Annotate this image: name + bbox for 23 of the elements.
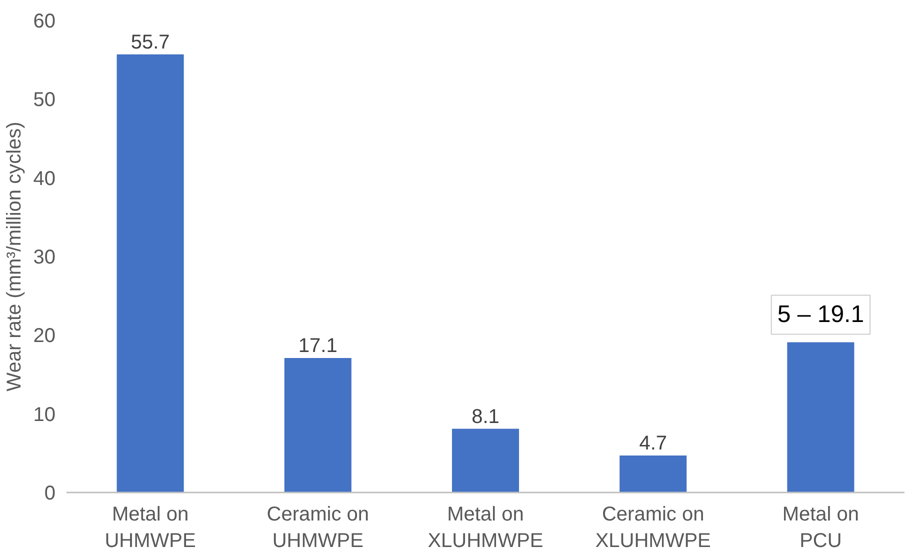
bar [284,358,352,492]
x-tick-label: Ceramic on UHMWPE [266,504,370,552]
annotation: 5 – 19.1 [777,301,864,328]
y-tick-label: 30 [33,246,56,268]
x-tick-label: Metal on UHMWPE [104,504,196,552]
data-label: 17.1 [298,334,338,357]
bar [620,456,687,492]
data-label: 4.7 [639,432,668,455]
bar [116,54,184,492]
y-tick-label: 0 [44,482,56,504]
x-tick-label: Metal on XLUHMWPE [428,504,544,552]
data-label: 55.7 [130,31,170,54]
x-tick-label: Ceramic on XLUHMWPE [595,504,711,552]
y-tick-label: 20 [33,325,56,348]
data-label: 8.1 [472,406,500,428]
y-axis-title: Wear rate (mm³/million cycles) [3,122,26,392]
y-tick-label: 10 [33,404,56,426]
x-tick-label: Metal on PCU [782,504,860,552]
bar [452,428,520,492]
y-tick-label: 50 [33,89,56,112]
bar [787,342,854,492]
y-tick-label: 60 [33,10,56,32]
y-tick-label: 40 [33,168,56,190]
